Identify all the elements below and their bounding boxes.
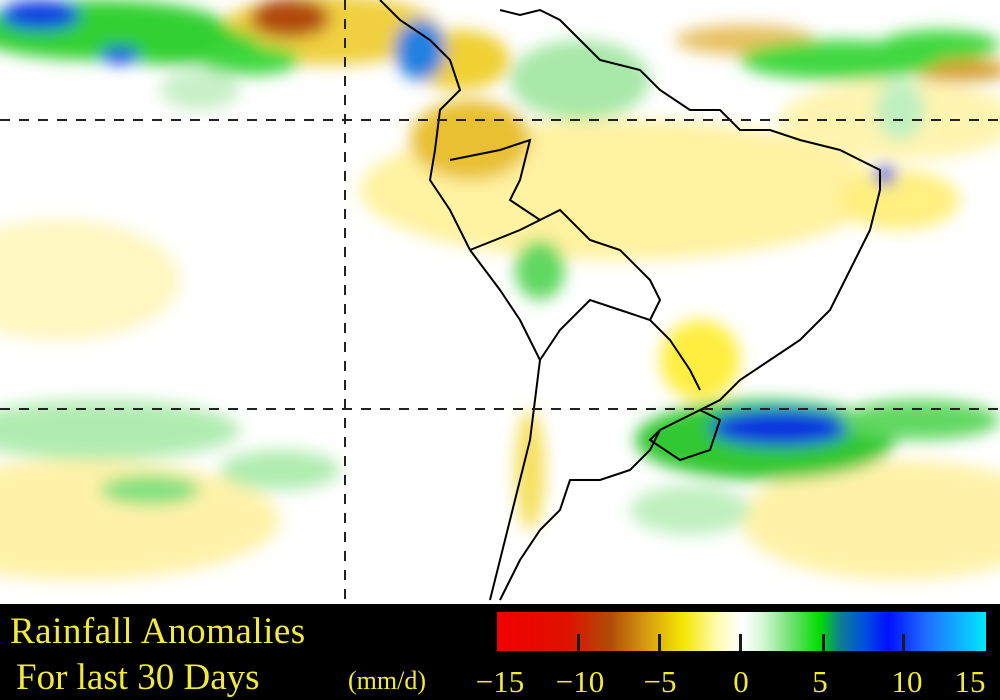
graticule-lines [0,0,1000,604]
colorbar-tick [822,634,825,651]
colorbar [497,612,986,651]
legend-title-line1: Rainfall Anomalies [10,611,306,652]
colorbar-label: 10 [891,664,923,699]
colorbar-tick [739,634,742,651]
anomaly-field [0,0,1000,580]
colorbar-tick [902,634,905,651]
colorbar-tick [658,634,661,651]
colorbar-label: −5 [643,664,677,699]
colorbar-label: 0 [733,664,749,699]
legend-title-line2: For last 30 Days [16,657,260,698]
country-borders [379,0,881,601]
map-graphic [0,0,1000,604]
rainfall-anomaly-map [0,0,1000,604]
colorbar-tick [577,634,580,651]
legend-panel: Rainfall Anomalies For last 30 Days (mm/… [0,604,1000,700]
colorbar-label: −10 [555,664,605,699]
colorbar-label: 5 [812,664,828,699]
colorbar-label: −15 [475,664,525,699]
legend-units: (mm/d) [348,666,426,695]
colorbar-label: 15 [954,664,986,699]
